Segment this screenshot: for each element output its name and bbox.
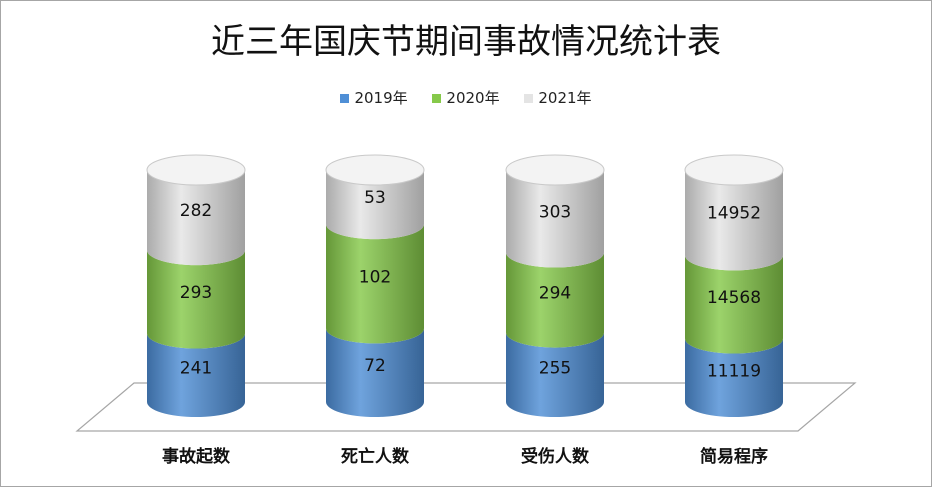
cylinder-segment-1-2 xyxy=(326,170,424,240)
data-label: 293 xyxy=(180,283,212,303)
legend-item-2020: 2020年 xyxy=(432,87,500,108)
category-label: 简易程序 xyxy=(700,446,768,467)
data-label: 255 xyxy=(539,358,571,378)
legend-swatch-2020 xyxy=(432,94,442,103)
category-label: 受伤人数 xyxy=(521,446,590,467)
legend-label-2021: 2021年 xyxy=(538,89,592,107)
chart-floor xyxy=(75,382,857,432)
legend-swatch-2021 xyxy=(524,94,534,103)
data-label: 11119 xyxy=(707,361,761,381)
cylinder-segment-2-1 xyxy=(506,252,604,348)
cylinder-segment-3-2 xyxy=(685,170,783,271)
cylinder-top-cap xyxy=(325,154,425,186)
cylinder-segment-1-0 xyxy=(326,328,424,417)
cylinder-segment-0-2 xyxy=(147,170,245,266)
cylinder-segment-0-0 xyxy=(147,333,245,417)
data-label: 303 xyxy=(539,202,571,222)
cylinder-segment-0-1 xyxy=(147,250,245,349)
legend-label-2020: 2020年 xyxy=(446,89,500,107)
data-label: 53 xyxy=(364,188,386,208)
legend: 2019年 2020年 2021年 xyxy=(0,87,932,108)
cylinder-segment-1-1 xyxy=(326,224,424,344)
category-label: 死亡人数 xyxy=(341,446,410,467)
cylinder-top-cap xyxy=(505,154,605,186)
data-label: 14952 xyxy=(707,204,761,224)
category-label: 事故起数 xyxy=(162,446,231,467)
legend-item-2019: 2019年 xyxy=(340,87,408,108)
data-label: 282 xyxy=(180,201,212,221)
cylinder-top-cap xyxy=(684,154,784,186)
cylinder-segment-3-0 xyxy=(685,338,783,417)
legend-label-2019: 2019年 xyxy=(354,89,408,107)
data-label: 72 xyxy=(364,356,386,376)
legend-swatch-2019 xyxy=(340,94,350,103)
cylinder-segment-3-1 xyxy=(685,255,783,354)
cylinder-segment-2-0 xyxy=(506,332,604,417)
data-label: 241 xyxy=(180,359,212,379)
cylinder-segment-2-2 xyxy=(506,170,604,268)
data-label: 294 xyxy=(539,284,571,304)
data-label: 102 xyxy=(359,267,391,287)
chart-title: 近三年国庆节期间事故情况统计表 xyxy=(211,22,721,62)
cylinder-top-cap xyxy=(146,154,246,186)
legend-item-2021: 2021年 xyxy=(524,87,592,108)
data-label: 14568 xyxy=(707,288,761,308)
